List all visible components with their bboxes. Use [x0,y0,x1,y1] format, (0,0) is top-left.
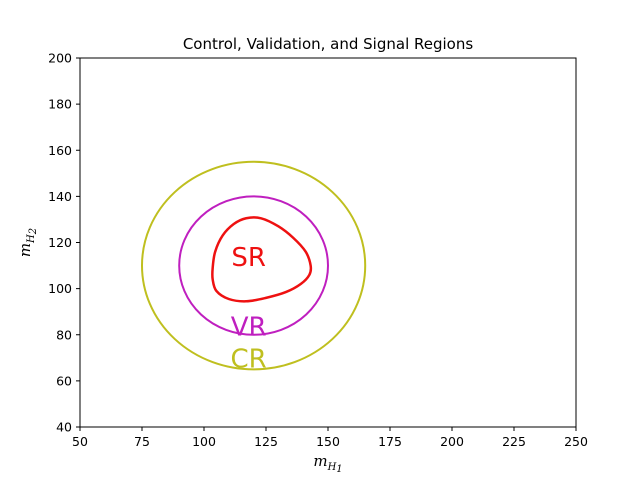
y-tick-label: 120 [48,235,72,250]
cr-label: CR [231,345,267,375]
x-tick-label: 75 [134,434,150,449]
y-tick-label: 160 [48,143,72,158]
x-tick-label: 125 [254,434,278,449]
x-tick-label: 150 [316,434,340,449]
y-tick-label: 60 [56,373,72,388]
plot-frame [79,57,577,428]
sr-contour [211,216,313,303]
y-tick-label: 140 [48,189,72,204]
x-tick-label: 175 [378,434,402,449]
x-axis: 50 75 100 125 150 175 200 225 250 [72,427,588,449]
vr-label: VR [231,312,267,342]
y-tick-label: 40 [56,420,72,435]
y-tick-label: 100 [48,281,72,296]
y-tick-label: 180 [48,97,72,112]
x-tick-label: 50 [72,434,88,449]
y-tick-label: 80 [56,327,72,342]
y-tick-label: 200 [48,51,72,66]
x-axis-label: mH1 [313,452,342,475]
x-tick-label: 250 [564,434,588,449]
chart-title: Control, Validation, and Signal Regions [183,35,474,53]
x-tick-label: 100 [192,434,216,449]
vr-contour [178,195,330,336]
x-tick-label: 225 [502,434,526,449]
cr-contour [141,160,367,371]
y-axis-label: mH2 [16,228,39,257]
y-axis: 40 60 80 100 120 140 160 180 200 [48,51,80,435]
x-tick-label: 200 [440,434,464,449]
sr-label: SR [231,243,266,273]
